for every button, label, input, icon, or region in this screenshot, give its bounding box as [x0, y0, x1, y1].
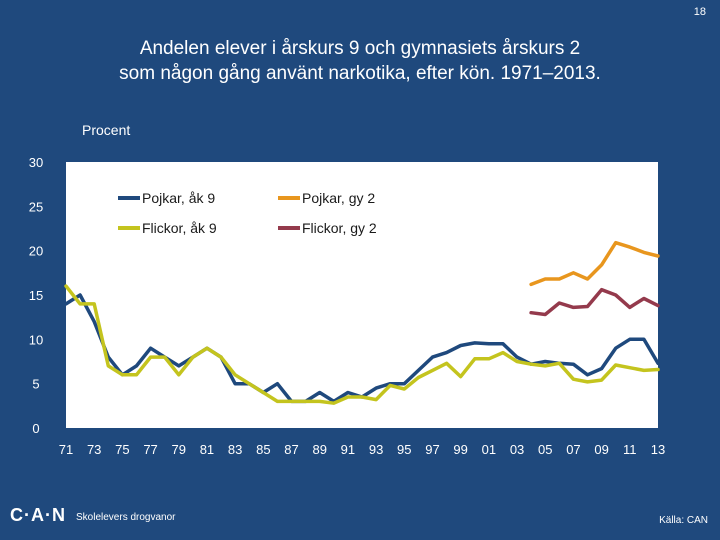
x-tick-label: 73 — [87, 442, 101, 457]
x-tick-label: 87 — [284, 442, 298, 457]
chart-title: Andelen elever i årskurs 9 och gymnasiet… — [0, 36, 720, 86]
y-tick-label: 5 — [32, 377, 39, 392]
y-tick-label: 25 — [29, 199, 43, 214]
x-tick-label: 81 — [200, 442, 214, 457]
x-tick-label: 83 — [228, 442, 242, 457]
footer-source: Källa: CAN — [659, 515, 708, 526]
legend-label: Flickor, åk 9 — [142, 220, 217, 236]
chart-title-line-2: som någon gång använt narkotika, efter k… — [119, 63, 601, 84]
series-lines — [64, 240, 660, 405]
y-tick-label: 0 — [32, 421, 39, 436]
y-tick-label: 15 — [29, 288, 43, 303]
y-tick-label: 20 — [29, 244, 43, 259]
x-tick-label: 77 — [143, 442, 157, 457]
x-tick-label: 91 — [341, 442, 355, 457]
legend: Pojkar, åk 9 Pojkar, gy 2 Flickor, åk 9 Fli… — [118, 190, 377, 236]
legend-label: Flickor, gy 2 — [302, 220, 377, 236]
x-tick-label: 03 — [510, 442, 524, 457]
x-tick-label: 99 — [453, 442, 467, 457]
x-tick-label: 89 — [312, 442, 326, 457]
x-tick-label: 85 — [256, 442, 270, 457]
x-tick-label: 75 — [115, 442, 129, 457]
x-tick-label: 11 — [623, 442, 637, 457]
y-tick-label: 30 — [29, 155, 43, 170]
x-tick-label: 13 — [651, 442, 665, 457]
x-tick-label: 97 — [425, 442, 439, 457]
x-tick-label: 07 — [566, 442, 580, 457]
slide-number: 18 — [693, 6, 706, 18]
plot-area — [66, 162, 658, 428]
x-tick-label: 09 — [594, 442, 608, 457]
x-tick-label: 79 — [172, 442, 186, 457]
series-line — [529, 240, 660, 287]
series-line — [529, 287, 660, 317]
y-axis: 0 5 10 15 20 25 30 — [29, 155, 43, 436]
x-axis: 71 73 75 77 79 81 83 85 87 89 91 93 95 97 99 01 03 05 07 09… — [59, 442, 665, 457]
footer-subtitle: Skolelevers drogvanor — [76, 512, 176, 523]
x-tick-label: 71 — [59, 442, 73, 457]
chart-title-line-1: Andelen elever i årskurs 9 och gymnasiet… — [139, 38, 581, 59]
legend-label: Pojkar, gy 2 — [302, 190, 375, 206]
y-tick-label: 10 — [29, 332, 43, 347]
series-line — [64, 284, 660, 405]
x-tick-label: 01 — [482, 442, 496, 457]
legend-label: Pojkar, åk 9 — [142, 190, 215, 206]
x-tick-label: 95 — [397, 442, 411, 457]
can-logo: C·A·N — [10, 505, 66, 525]
x-tick-label: 93 — [369, 442, 383, 457]
y-axis-unit-label: Procent — [82, 122, 131, 138]
x-tick-label: 05 — [538, 442, 552, 457]
